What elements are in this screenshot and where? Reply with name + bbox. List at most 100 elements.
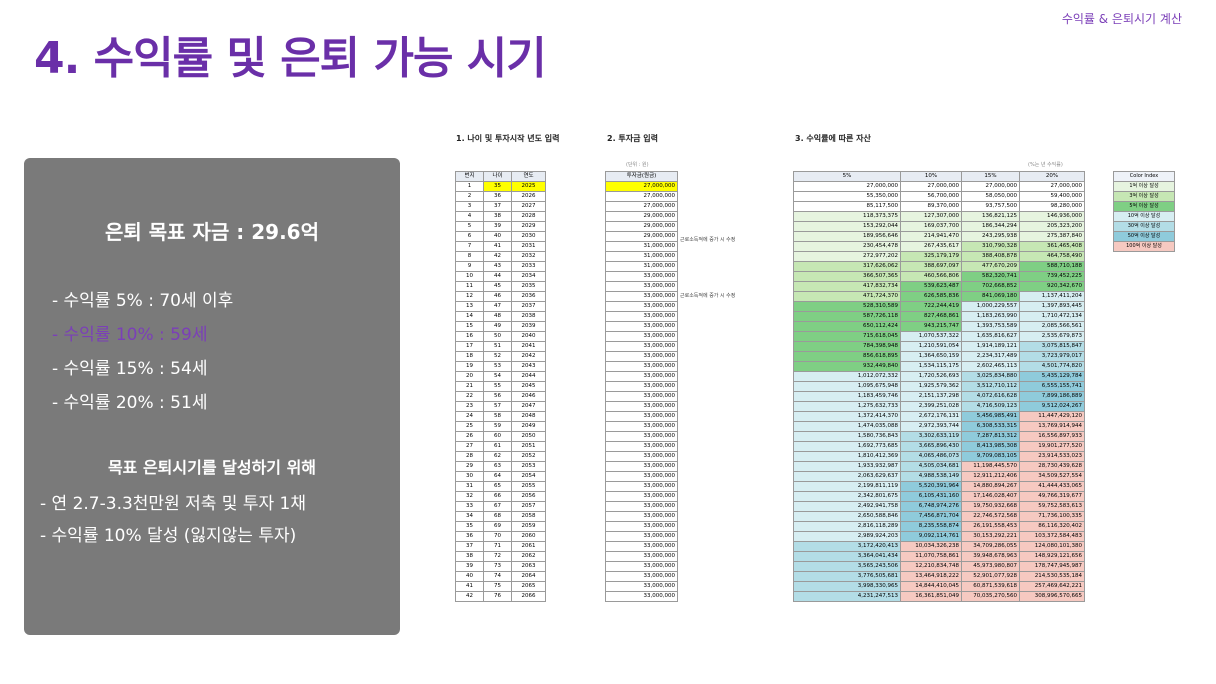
year-cell: 2050: [511, 431, 546, 442]
table-row: 33,000,000: [605, 381, 678, 392]
color-index-item: 1억 이상 달성: [1113, 181, 1175, 192]
year-cell: 2056: [511, 491, 546, 502]
row-index-cell: 34: [455, 511, 484, 522]
asset-cell-5: 2,650,588,846: [793, 511, 901, 522]
year-cell: 2032: [511, 251, 546, 262]
principal-cell: 33,000,000: [605, 581, 678, 592]
year-cell: 2040: [511, 331, 546, 342]
year-cell: 2049: [511, 421, 546, 432]
row-index-cell: 10: [455, 271, 484, 282]
asset-cell-20: 28,730,439,628: [1019, 461, 1085, 472]
row-index-cell: 8: [455, 251, 484, 262]
table-row: 33,000,000: [605, 391, 678, 402]
table-row: 33,000,000: [605, 421, 678, 432]
row-index-cell: 25: [455, 421, 484, 432]
age-cell: 74: [483, 571, 512, 582]
year-cell: 2066: [511, 591, 546, 602]
table-row: 31 65 2055: [455, 481, 546, 492]
table-row: 23 57 2047: [455, 401, 546, 412]
age-cell: 58: [483, 411, 512, 422]
table-row: 1,474,035,088 2,972,393,744 6,308,533,315 1…: [793, 421, 1085, 432]
table-row: 30 64 2054: [455, 471, 546, 482]
table-row: 10 44 2034: [455, 271, 546, 282]
asset-cell-5: 784,398,948: [793, 341, 901, 352]
asset-cell-5: 1,012,072,332: [793, 371, 901, 382]
asset-cell-5: 55,350,000: [793, 191, 901, 202]
row-index-cell: 7: [455, 241, 484, 252]
table-row: 33,000,000: [605, 491, 678, 502]
age-cell: 40: [483, 231, 512, 242]
asset-cell-5: 715,618,045: [793, 331, 901, 342]
table-row: 34 68 2058: [455, 511, 546, 522]
table-row: 33,000,000: [605, 481, 678, 492]
rate-item-20: - 수익률 20% : 51세: [52, 393, 208, 413]
asset-cell-20: 5,435,129,784: [1019, 371, 1085, 382]
asset-cell-10: 214,941,470: [900, 231, 962, 242]
row-index-cell: 29: [455, 461, 484, 472]
table-row: 1,580,736,843 3,302,633,119 7,287,813,312 1…: [793, 431, 1085, 442]
year-cell: 2051: [511, 441, 546, 452]
asset-cell-10: 8,235,558,874: [900, 521, 962, 532]
year-cell: 2026: [511, 191, 546, 202]
age-cell: 61: [483, 441, 512, 452]
table-row: 38 72 2062: [455, 551, 546, 562]
principal-cell: 29,000,000: [605, 221, 678, 232]
asset-cell-10: 10,034,326,238: [900, 541, 962, 552]
asset-cell-5: 587,726,118: [793, 311, 901, 322]
asset-cell-5: 932,449,840: [793, 361, 901, 372]
table-row: 16 50 2040: [455, 331, 546, 342]
age-cell: 53: [483, 361, 512, 372]
asset-cell-10: 6,748,974,276: [900, 501, 962, 512]
year-cell: 2039: [511, 321, 546, 332]
table-row: 85,117,500 89,370,000 93,757,500 98,280,000: [793, 201, 1085, 212]
principal-cell: 33,000,000: [605, 421, 678, 432]
age-cell: 76: [483, 591, 512, 602]
asset-cell-20: 308,996,570,665: [1019, 591, 1085, 602]
investment-table: 투자금(원금) 27,000,000 27,000,000 27,000,000 29…: [605, 171, 678, 602]
asset-cell-5: 856,618,895: [793, 351, 901, 362]
asset-cell-10: 89,370,000: [900, 201, 962, 212]
table-row: 19 53 2043: [455, 361, 546, 372]
table-row: 33,000,000: [605, 351, 678, 362]
year-cell: 2055: [511, 481, 546, 492]
asset-cell-10: 2,151,137,298: [900, 391, 962, 402]
table-row: 27 61 2051: [455, 441, 546, 452]
table-row: 1,275,632,733 2,399,251,028 4,716,509,123 9…: [793, 401, 1085, 412]
table-row: 27,000,000: [605, 201, 678, 212]
table-row: 31,000,000: [605, 261, 678, 272]
achieve-list: - 연 2.7-3.3천만원 저축 및 투자 1채 - 수익률 10% 달성 (…: [40, 488, 306, 552]
table-row: 33,000,000: [605, 551, 678, 562]
table-row: 33,000,000: [605, 281, 678, 292]
table-row: 14 48 2038: [455, 311, 546, 322]
age-cell: 72: [483, 551, 512, 562]
asset-cell-15: 310,790,328: [961, 241, 1020, 252]
asset-cell-15: 17,146,028,407: [961, 491, 1020, 502]
age-cell: 57: [483, 401, 512, 412]
table-row: 1,183,459,746 2,151,137,298 4,072,616,628 7…: [793, 391, 1085, 402]
table-row: 33,000,000: [605, 521, 678, 532]
asset-cell-15: 70,035,270,560: [961, 591, 1020, 602]
color-index-legend: Color Index 1억 이상 달성 3억 이상 달성 5억 이상 달성 10억 …: [1113, 171, 1175, 252]
year-cell: 2065: [511, 581, 546, 592]
table-row: 33,000,000: [605, 461, 678, 472]
asset-cell-20: 49,766,319,677: [1019, 491, 1085, 502]
col-header-rate-15: 15%: [961, 171, 1020, 182]
principal-cell: 33,000,000: [605, 351, 678, 362]
year-cell: 2038: [511, 311, 546, 322]
table-row: 35 69 2059: [455, 521, 546, 532]
asset-cell-5: 4,231,247,513: [793, 591, 901, 602]
asset-cell-15: 30,153,292,221: [961, 531, 1020, 542]
table-row: 33,000,000: [605, 371, 678, 382]
table-row: 20 54 2044: [455, 371, 546, 382]
principal-cell: 33,000,000: [605, 591, 678, 602]
salary-note: 근로소득적에 증가 시 수정: [680, 293, 736, 299]
year-cell: 2053: [511, 461, 546, 472]
row-index-cell: 33: [455, 501, 484, 512]
table-row: 27,000,000 27,000,000 27,000,000 27,000,000: [793, 181, 1085, 192]
table-row: 33,000,000: [605, 341, 678, 352]
age-cell: 63: [483, 461, 512, 472]
year-cell: 2034: [511, 271, 546, 282]
principal-cell: 33,000,000: [605, 371, 678, 382]
asset-cell-20: 275,387,840: [1019, 231, 1085, 242]
age-year-table: 번지 나이 연도 1 35 2025 2 36 2026 3 37 2027 4 38 2028 5 39…: [455, 171, 546, 602]
